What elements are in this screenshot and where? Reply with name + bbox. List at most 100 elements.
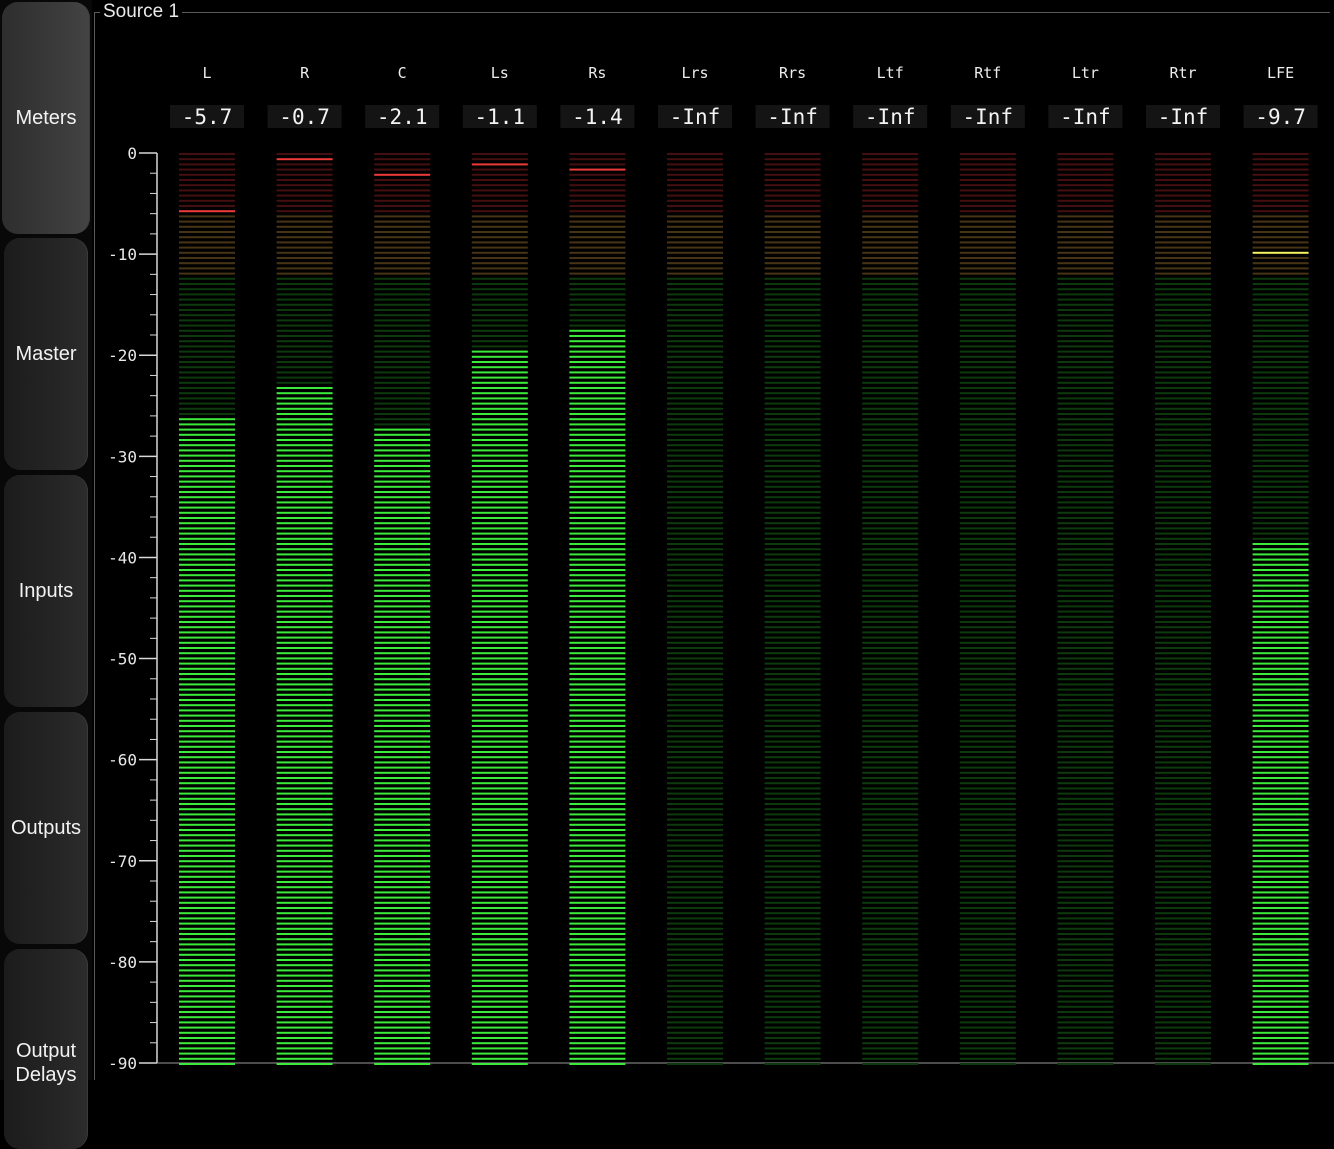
meter-segment: [764, 740, 821, 743]
meter-segment: [374, 215, 431, 218]
meter-segment: [862, 496, 919, 499]
meter-segment: [569, 407, 626, 410]
meter-segment: [667, 1052, 723, 1055]
meter-segment: [179, 953, 235, 956]
meter-segment: [959, 179, 1016, 181]
meter-segment: [1057, 626, 1114, 629]
meter-segment: [862, 959, 919, 961]
meter-segment: [959, 537, 1016, 540]
meter-segment: [276, 647, 333, 649]
meter-segment: [667, 470, 723, 473]
meter-segment: [471, 896, 528, 899]
meter-segment: [862, 912, 919, 915]
meter-segment: [667, 589, 723, 592]
meter-segment: [667, 324, 723, 327]
meter-segment: [764, 849, 821, 852]
meter-segment: [1252, 662, 1309, 665]
meter-segment: [374, 1005, 431, 1008]
meter-segment: [569, 210, 626, 213]
meter-segment: [862, 849, 919, 852]
meter-segment: [374, 345, 431, 348]
meter-segment: [374, 387, 431, 389]
meter-segment: [276, 849, 333, 852]
tab-outputs[interactable]: Outputs: [4, 712, 88, 944]
meter-segment: [1252, 433, 1309, 436]
meter-segment: [1057, 407, 1114, 410]
meter-segment: [471, 511, 528, 514]
meter-segment: [862, 922, 919, 925]
meter-segment: [374, 959, 431, 961]
meter-channel-c: C-2.1: [365, 64, 440, 1065]
meter-segment: [179, 418, 235, 421]
meter-segment: [764, 366, 821, 369]
meter-segment: [374, 1031, 431, 1034]
meter-segment: [862, 901, 919, 904]
meter-segment: [276, 865, 333, 868]
meter-segment: [667, 662, 723, 665]
meter-segment: [179, 979, 235, 982]
tab-meters[interactable]: Meters: [2, 2, 90, 234]
meter-segment: [471, 1031, 528, 1034]
meter-segment: [374, 569, 431, 571]
meter-segment: [1252, 569, 1309, 571]
meter-segment: [471, 231, 528, 233]
meter-segment: [667, 626, 723, 629]
meter-segment: [569, 922, 626, 925]
meter-segment: [1057, 329, 1114, 332]
meter-segment: [667, 678, 723, 681]
meter-segment: [1057, 740, 1114, 743]
meter-segment: [667, 756, 723, 759]
meter-segment: [1155, 704, 1211, 707]
meter-segment: [374, 714, 431, 717]
meter-segment: [276, 277, 333, 280]
meter-segment: [471, 761, 528, 764]
meter-segment: [764, 496, 821, 499]
meter-segment: [1252, 901, 1309, 904]
meter-segment: [276, 605, 333, 608]
meter-segment: [471, 303, 528, 306]
meter-segment: [667, 454, 723, 457]
meter-segment: [471, 1037, 528, 1039]
meter-segment: [959, 589, 1016, 592]
meter-segment: [374, 584, 431, 587]
meter-segment: [959, 361, 1016, 363]
meter-segment: [374, 771, 431, 774]
meter-segment: [471, 459, 528, 462]
meter-segment: [862, 631, 919, 634]
meter-segment: [569, 303, 626, 306]
meter-segment: [1155, 423, 1211, 426]
meter-segment: [1252, 298, 1309, 301]
meter-segment: [471, 615, 528, 618]
meter-segment: [764, 600, 821, 603]
meter-segment: [862, 553, 919, 556]
meter-segment: [471, 449, 528, 452]
tab-inputs[interactable]: Inputs: [4, 475, 88, 707]
meter-segment: [1057, 699, 1114, 701]
meter-segment: [667, 870, 723, 873]
peak-readout-box: [267, 105, 342, 128]
meter-segment: [1155, 834, 1211, 837]
meter-segment: [667, 761, 723, 764]
meter-segment: [569, 454, 626, 457]
meter-segment: [276, 964, 333, 967]
meter-segment: [374, 1047, 431, 1050]
meter-segment: [179, 678, 235, 681]
meter-segment: [179, 444, 235, 447]
meter-segment: [1155, 766, 1211, 769]
meter-segment: [374, 683, 431, 686]
scale-label: -20: [108, 346, 137, 365]
meter-segment: [764, 756, 821, 759]
meter-segment: [959, 985, 1016, 987]
meter-segment: [374, 636, 431, 639]
meter-segment: [1252, 1005, 1309, 1008]
tab-master[interactable]: Master: [4, 238, 88, 470]
meter-segment: [667, 943, 723, 946]
meter-segment: [862, 506, 919, 509]
meter-segment: [569, 548, 626, 551]
tab-label: Meters: [15, 107, 77, 129]
meter-segment: [667, 225, 723, 228]
meter-segment: [667, 829, 723, 831]
meter-segment: [471, 475, 528, 478]
meter-segment: [374, 621, 431, 623]
meter-segment: [276, 184, 333, 187]
